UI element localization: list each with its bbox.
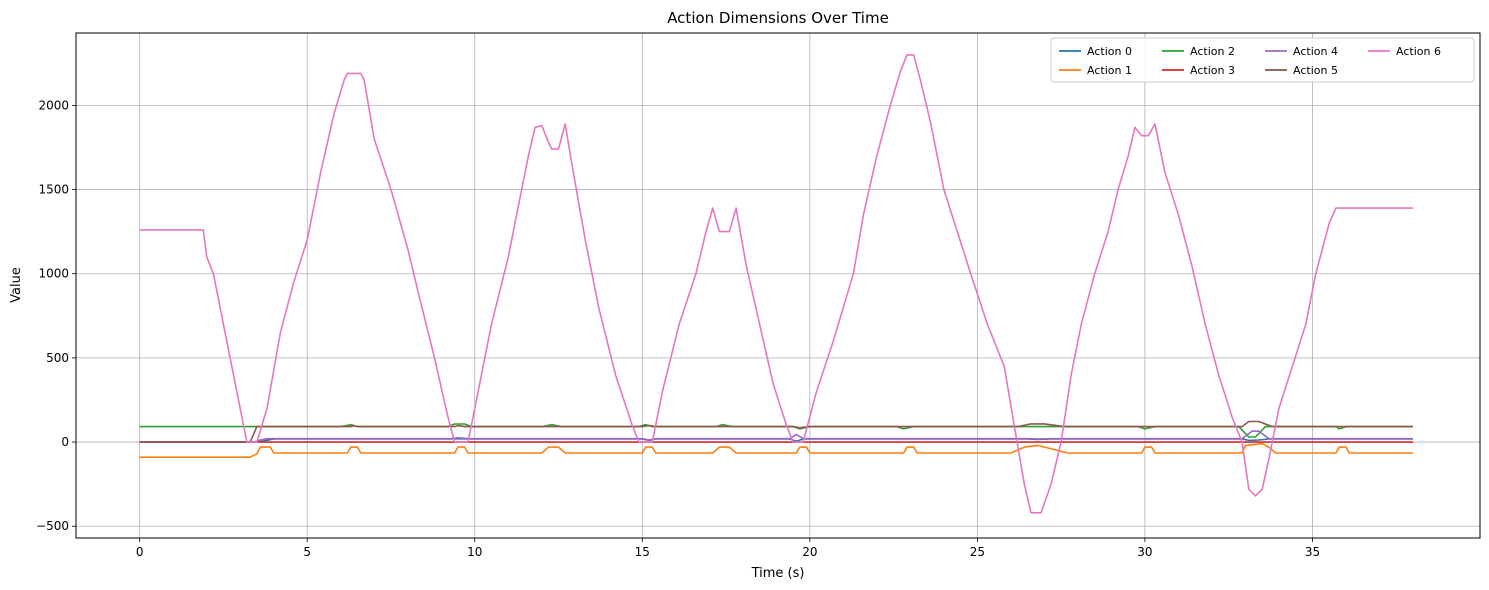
series-lines: [139, 54, 1413, 514]
x-tick-label: 10: [467, 545, 482, 559]
y-tick-label: 2000: [38, 98, 69, 112]
x-tick-label: 0: [136, 545, 144, 559]
legend-label: Action 2: [1190, 45, 1235, 58]
x-tick-label: 25: [970, 545, 985, 559]
y-tick-label: 1000: [38, 267, 69, 281]
x-axis-ticks: 0 5 10 15 20 25 30 35: [136, 538, 1320, 559]
x-axis-label: Time (s): [751, 566, 805, 581]
legend-label: Action 5: [1293, 64, 1338, 77]
legend-label: Action 3: [1190, 64, 1235, 77]
legend-label: Action 6: [1396, 45, 1441, 58]
grid: [76, 33, 1480, 538]
chart-title: Action Dimensions Over Time: [667, 9, 889, 27]
x-tick-label: 35: [1305, 545, 1320, 559]
legend-label: Action 1: [1087, 64, 1132, 77]
x-tick-label: 20: [802, 545, 817, 559]
series-line-action-5: [139, 420, 1413, 443]
y-tick-label: 1500: [38, 183, 69, 197]
series-line-action-6: [139, 54, 1413, 514]
x-tick-label: 15: [635, 545, 650, 559]
legend-box: [1050, 37, 1475, 83]
y-tick-label: −500: [36, 519, 69, 533]
legend-label: Action 0: [1087, 45, 1132, 58]
x-tick-label: 5: [303, 545, 311, 559]
y-tick-label: 500: [46, 351, 69, 365]
y-tick-label: 0: [61, 435, 69, 449]
series-line-action-4: [139, 430, 1413, 443]
x-tick-label: 30: [1137, 545, 1152, 559]
plot-frame: [75, 32, 1481, 539]
legend-label: Action 4: [1293, 45, 1338, 58]
y-axis-ticks: −500 0 500 1000 1500 2000: [36, 98, 76, 533]
y-axis-label: Value: [9, 267, 24, 303]
legend: Action 0 Action 1 Action 2 Action 3 Action 4…: [1050, 37, 1475, 83]
series-line-action-1: [139, 442, 1413, 458]
